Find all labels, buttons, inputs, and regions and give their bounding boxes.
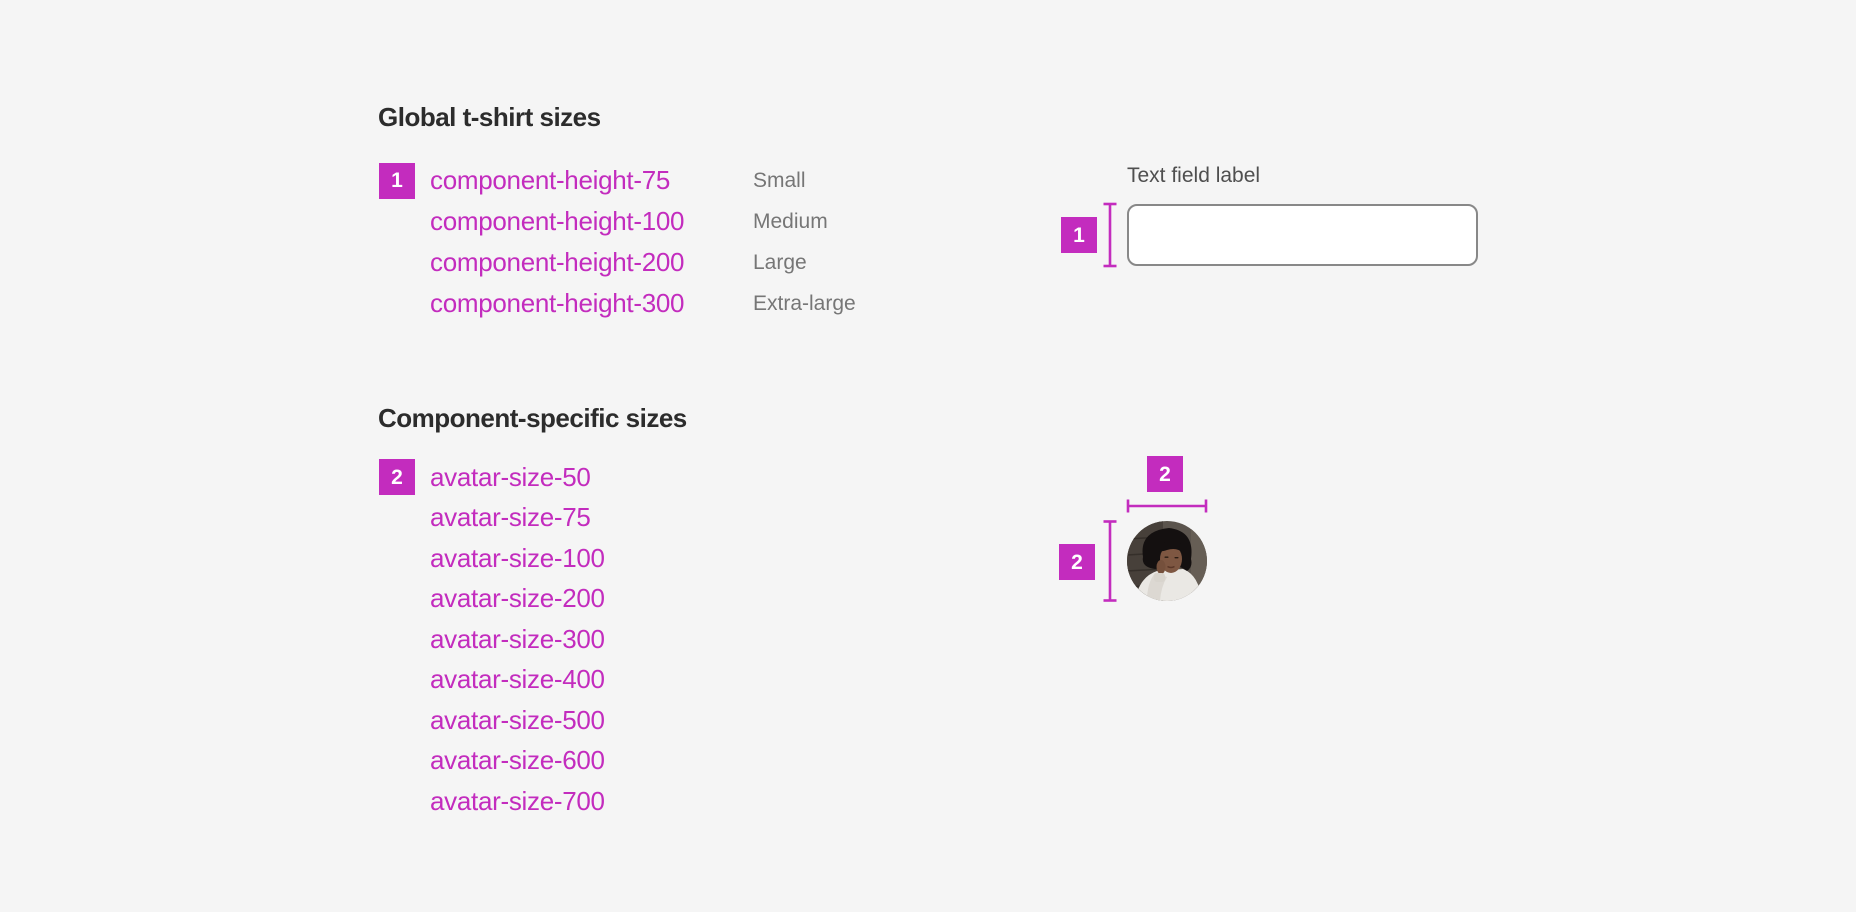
token-name: component-height-300 [430, 288, 685, 318]
token-name: avatar-size-600 [430, 745, 605, 776]
token-row: avatar-size-200 [379, 579, 753, 620]
text-field-input[interactable] [1127, 204, 1478, 266]
size-label: Small [753, 168, 806, 192]
badge-spacer [379, 783, 415, 819]
annotation-badge-1: 1 [1061, 217, 1097, 253]
badge-spacer [379, 500, 415, 536]
annotation-badge-2: 2 [379, 459, 415, 496]
height-measure-bracket-icon [1103, 202, 1117, 268]
token-row: avatar-size-75 [379, 498, 753, 539]
badge-spacer [379, 204, 415, 240]
token-name: avatar-size-100 [430, 542, 605, 573]
badge-spacer [379, 245, 415, 281]
token-row: avatar-size-100 [379, 538, 753, 579]
token-name: avatar-size-500 [430, 704, 605, 735]
token-name: avatar-size-400 [430, 664, 605, 695]
token-row: component-height-100 Medium [379, 201, 856, 242]
annotation-badge-2-width: 2 [1147, 456, 1183, 492]
height-measure-bracket-icon [1103, 520, 1117, 602]
token-name: avatar-size-700 [430, 785, 605, 816]
component-sizes-heading: Component-specific sizes [378, 403, 687, 433]
width-measure-bracket-icon [1126, 499, 1208, 513]
token-row: component-height-300 Extra-large [379, 283, 856, 324]
token-name: avatar-size-300 [430, 623, 605, 654]
token-name: component-height-200 [430, 247, 685, 277]
global-sizes-heading: Global t-shirt sizes [378, 102, 601, 132]
token-row: component-height-200 Large [379, 242, 856, 283]
badge-spacer [379, 621, 415, 657]
token-name: avatar-size-50 [430, 461, 591, 492]
token-row: avatar-size-700 [379, 781, 753, 822]
text-field-label: Text field label [1127, 164, 1261, 187]
annotation-badge-1: 1 [379, 162, 415, 199]
token-name: component-height-100 [430, 206, 685, 236]
avatar-image [1127, 521, 1207, 601]
badge-spacer [379, 540, 415, 576]
token-name: component-height-75 [430, 165, 671, 195]
size-label: Large [753, 250, 807, 274]
component-sizes-list: 2 avatar-size-50 avatar-size-75 avatar-s… [379, 457, 753, 822]
badge-spacer [379, 286, 415, 322]
token-name: avatar-size-75 [430, 502, 591, 533]
token-row: avatar-size-400 [379, 660, 753, 701]
token-name: avatar-size-200 [430, 583, 605, 614]
token-row: avatar-size-300 [379, 619, 753, 660]
badge-spacer [379, 662, 415, 698]
woman-portrait-photo [1127, 521, 1207, 601]
global-sizes-list: 1 component-height-75 Small component-he… [379, 160, 856, 324]
token-row: 1 component-height-75 Small [379, 160, 856, 201]
token-row: avatar-size-500 [379, 700, 753, 741]
badge-spacer [379, 702, 415, 738]
size-label: Medium [753, 209, 828, 233]
annotation-badge-2-height: 2 [1059, 544, 1095, 580]
token-row: 2 avatar-size-50 [379, 457, 753, 498]
token-row: avatar-size-600 [379, 741, 753, 782]
badge-spacer [379, 581, 415, 617]
badge-spacer [379, 743, 415, 779]
size-label: Extra-large [753, 291, 856, 315]
